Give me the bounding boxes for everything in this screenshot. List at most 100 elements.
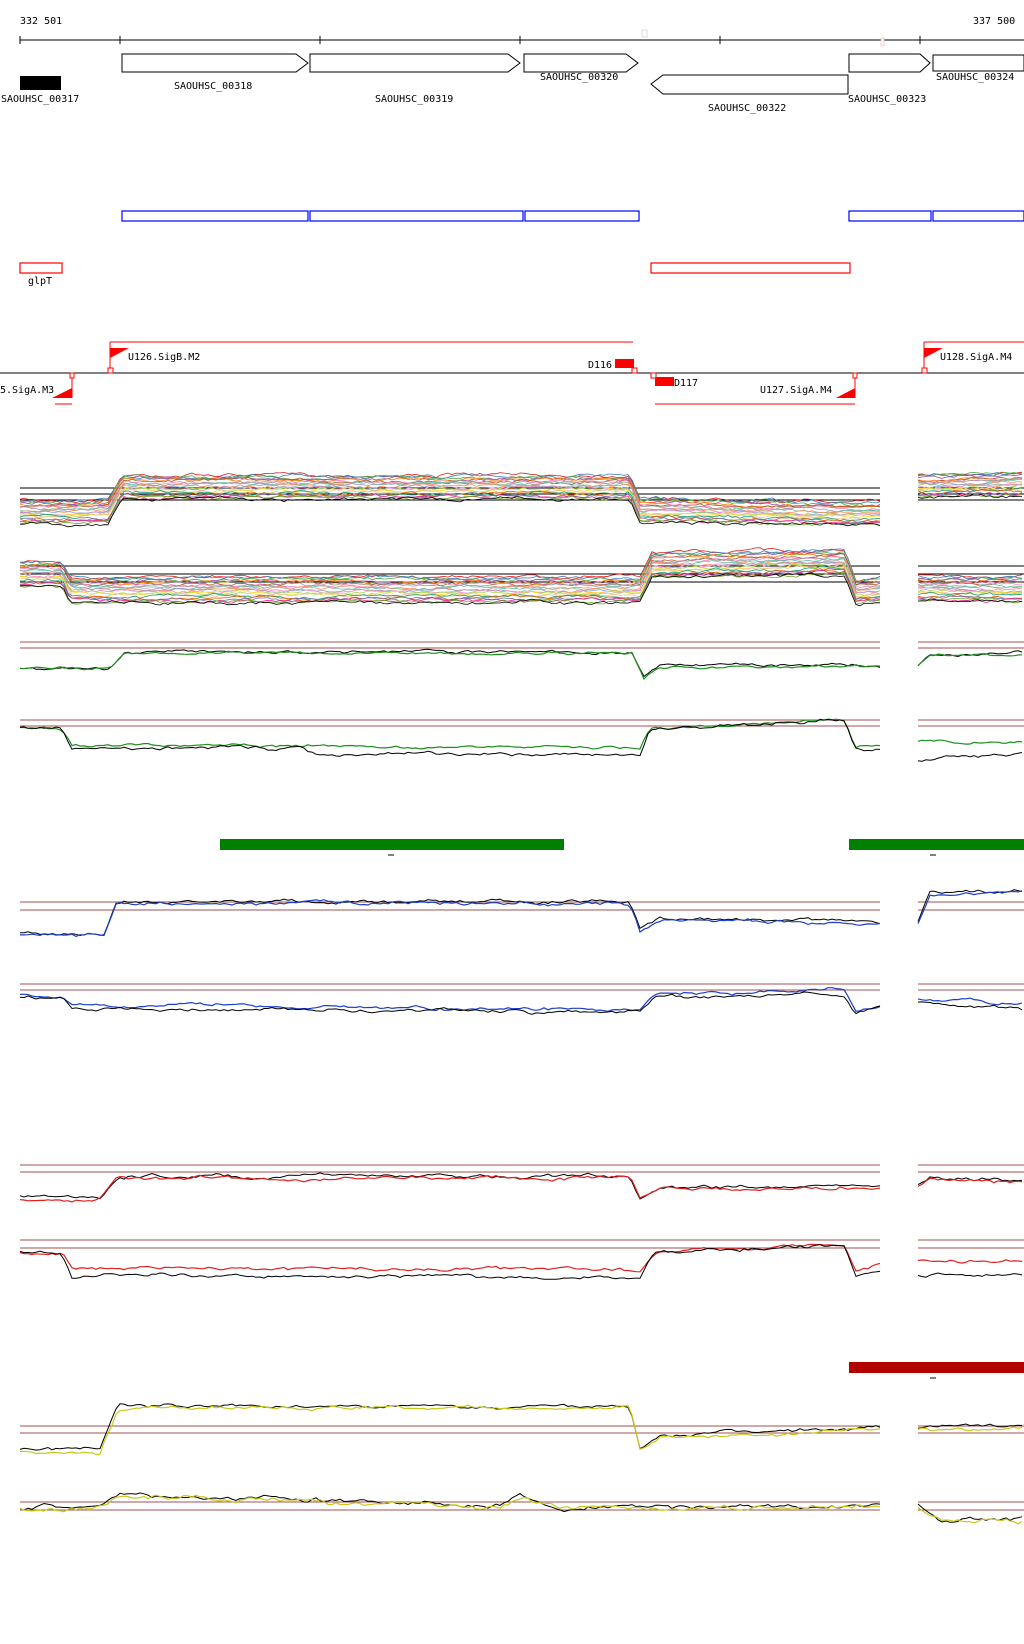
panel-multi-down-trace	[19, 557, 881, 591]
panel-multi-down-trace	[19, 551, 881, 583]
panel-multi-up-trace	[19, 480, 881, 513]
panel-red-down-trace	[19, 1243, 881, 1280]
blue-feature-box[interactable]	[848, 210, 932, 222]
feature-label-U127: U127.SigA.M4	[760, 385, 832, 396]
panel-yellow-up-trace	[917, 1426, 1023, 1432]
panel-multi-down-trace	[19, 547, 881, 582]
panel-multi-down-trace	[19, 557, 880, 591]
feature-label-U128: U128.SigA.M4	[940, 352, 1012, 363]
panel-multi-down-trace	[19, 553, 881, 586]
feature-label-U126: U126.SigB.M2	[128, 352, 200, 363]
darkred-segment-bar[interactable]	[849, 1362, 1024, 1373]
panel-multi-down-trace	[19, 565, 881, 599]
panel-red-up-trace	[19, 1174, 881, 1203]
feature-U125[interactable]: 5.SigA.M3	[0, 372, 75, 405]
panel-multi-down-trace	[19, 561, 881, 594]
panel-green-down-trace	[19, 718, 881, 750]
panel-multi-up-trace	[917, 493, 1023, 499]
gene-SAOUHSC_00320[interactable]: SAOUHSC_00320	[523, 53, 639, 83]
panel-blue-down-trace	[917, 997, 1023, 1006]
panel-yellow-up-trace	[19, 1403, 881, 1451]
panel-red-down-trace	[917, 1272, 1023, 1278]
panel-multi-up-trace	[19, 476, 881, 509]
panel-multi-up-trace	[917, 477, 1023, 485]
panel-multi-down-trace	[19, 570, 881, 604]
panel-multi-down-trace	[917, 581, 1023, 586]
operon-box-glpT[interactable]	[19, 262, 63, 274]
panel-multi-up-trace	[20, 495, 881, 528]
gene-SAOUHSC_00322[interactable]: SAOUHSC_00322	[650, 74, 849, 114]
ruler-end-label: 337 500	[973, 16, 1015, 27]
panel-multi-up-trace	[19, 490, 881, 523]
panel-red-up-trace	[917, 1177, 1023, 1187]
panel-red-down-trace	[19, 1243, 881, 1273]
blue-feature-box[interactable]	[524, 210, 640, 222]
panel-yellow-up-trace	[19, 1404, 881, 1456]
panel-yellow-up-trace	[917, 1423, 1023, 1429]
panel-multi-down-trace	[20, 565, 881, 601]
gene-label-SAOUHSC_00317: SAOUHSC_00317	[1, 94, 79, 105]
blue-feature-box[interactable]	[121, 210, 309, 222]
gene-label-SAOUHSC_00318: SAOUHSC_00318	[174, 81, 252, 92]
panel-multi-down-trace	[918, 574, 1023, 580]
feature-U127[interactable]: U127.SigA.M4	[655, 372, 858, 405]
panel-multi-up-trace	[19, 473, 881, 507]
panel-multi-up-trace	[19, 489, 881, 520]
gene-SAOUHSC_00323[interactable]: SAOUHSC_00323	[848, 53, 931, 105]
panel-multi-up-trace	[19, 493, 881, 525]
gene-label-SAOUHSC_00320: SAOUHSC_00320	[540, 72, 618, 83]
panel-green-up-trace	[917, 653, 1023, 666]
panel-multi-down-trace	[19, 560, 881, 592]
panel-multi-up-trace	[19, 484, 881, 517]
panel-multi-down-trace	[19, 556, 881, 589]
gene-label-SAOUHSC_00322: SAOUHSC_00322	[708, 103, 786, 114]
panel-blue-up-trace	[917, 889, 1023, 922]
expression-panels	[19, 471, 1024, 1525]
operon-box[interactable]	[650, 262, 851, 274]
gene-SAOUHSC_00319[interactable]: SAOUHSC_00319	[309, 53, 521, 105]
panel-green-up-trace	[917, 650, 1023, 667]
panel-green-up-trace	[20, 648, 881, 678]
feature-D116[interactable]: D116	[588, 359, 638, 374]
panel-blue-up-trace	[20, 899, 881, 938]
panel-blue-down-trace	[19, 987, 881, 1013]
coordinate-ruler: 332 501 337 500	[19, 16, 1024, 47]
gene-label-SAOUHSC_00324: SAOUHSC_00324	[936, 72, 1014, 83]
green-segment-bar[interactable]	[849, 839, 1024, 850]
panel-multi-up-trace	[917, 472, 1023, 478]
panel-yellow-down-trace	[19, 1494, 881, 1513]
gene-SAOUHSC_00318[interactable]: SAOUHSC_00318	[121, 53, 309, 92]
feature-D117[interactable]: D117	[650, 372, 698, 389]
panel-multi-down-trace	[917, 597, 1023, 604]
panel-multi-down-trace	[917, 591, 1023, 596]
blue-feature-box[interactable]	[309, 210, 524, 222]
blue-feature-box[interactable]	[932, 210, 1024, 222]
panel-multi-up-trace	[917, 474, 1023, 479]
panel-multi-down-trace	[917, 582, 1023, 589]
panel-green-down-trace	[917, 739, 1023, 745]
green-segment-bar[interactable]	[220, 839, 564, 850]
panel-blue-down-trace	[19, 991, 881, 1015]
ruler-start-label: 332 501	[20, 16, 62, 27]
gene-SAOUHSC_00317[interactable]: SAOUHSC_00317	[1, 76, 79, 105]
gene-label-SAOUHSC_00319: SAOUHSC_00319	[375, 94, 453, 105]
panel-multi-down-trace	[917, 598, 1023, 603]
gene-label-SAOUHSC_00323: SAOUHSC_00323	[848, 94, 926, 105]
panel-multi-down-trace	[917, 583, 1023, 589]
panel-multi-up-trace	[917, 471, 1023, 477]
panel-blue-down-trace	[917, 1001, 1023, 1011]
panel-red-down-trace	[917, 1259, 1023, 1264]
gene-SAOUHSC_00324[interactable]: SAOUHSC_00324	[932, 54, 1024, 83]
panel-blue-up-trace	[20, 898, 881, 937]
feature-U128[interactable]: U128.SigA.M4	[921, 341, 1024, 374]
panel-multi-up-trace	[917, 492, 1023, 498]
panel-multi-up-trace	[917, 487, 1023, 493]
panel-multi-down-trace	[917, 594, 1023, 600]
panel-green-up-trace	[19, 650, 881, 681]
feature-U126[interactable]: U126.SigB.M2	[107, 341, 633, 374]
panel-multi-down-trace	[19, 561, 881, 595]
summary-bars	[220, 839, 1024, 1379]
panel-multi-down-trace	[19, 571, 881, 605]
